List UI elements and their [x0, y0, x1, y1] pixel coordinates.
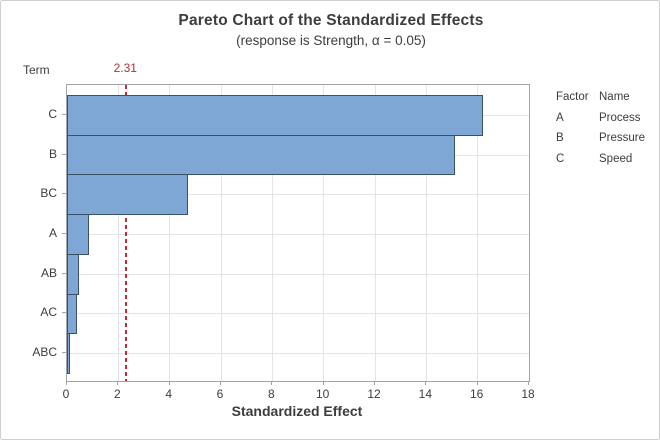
legend-header-name: Name: [599, 91, 630, 104]
legend-header: Factor Name: [556, 87, 645, 108]
x-tick-label: 18: [521, 387, 535, 401]
legend-name: Process: [599, 111, 641, 124]
legend: Factor Name A Process B Pressure C Speed: [556, 87, 645, 169]
gridline-vertical: [323, 85, 325, 381]
category-label: AC: [40, 305, 57, 320]
y-axis-label: Term: [23, 63, 50, 77]
y-tick: [62, 233, 66, 234]
gridline-horizontal: [67, 353, 529, 355]
category-label: B: [48, 146, 57, 161]
x-tick: [271, 381, 273, 385]
pareto-bar-C: [67, 95, 483, 136]
pareto-bar-B: [67, 134, 455, 176]
y-tick: [62, 312, 66, 314]
gridline-horizontal: [67, 234, 529, 235]
plot-area: [66, 84, 530, 382]
gridline-vertical: [477, 85, 479, 381]
legend-header-factor: Factor: [556, 91, 589, 104]
reference-line: [125, 85, 128, 381]
x-tick: [168, 381, 170, 385]
chart-subtitle: (response is Strength, α = 0.05): [236, 33, 426, 48]
gridline-vertical: [271, 85, 273, 381]
chart-title: Pareto Chart of the Standardized Effects: [178, 12, 484, 29]
x-tick-label: 0: [62, 387, 70, 401]
pareto-bar-AC: [67, 293, 78, 335]
legend-factor: B: [556, 132, 564, 145]
x-tick: [322, 381, 324, 385]
reference-line-label: 2.31: [113, 61, 137, 75]
x-tick-label: 12: [367, 387, 381, 401]
category-label: ABC: [32, 345, 57, 360]
x-tick-label: 14: [418, 387, 432, 401]
pareto-bar-AB: [67, 253, 79, 295]
category-label: A: [48, 226, 57, 240]
pareto-bar-BC: [67, 174, 188, 216]
x-tick: [374, 381, 375, 385]
gridline-vertical: [220, 85, 222, 381]
gridline-vertical: [374, 85, 376, 381]
legend-row: A Process: [556, 108, 645, 129]
pareto-bar-ABC: [67, 333, 70, 374]
y-tick: [62, 153, 66, 155]
legend-name: Pressure: [599, 132, 646, 145]
category-label: BC: [40, 186, 57, 201]
legend-factor: A: [556, 111, 564, 124]
pareto-bar-A: [67, 214, 90, 255]
legend-row: B Pressure: [556, 128, 645, 149]
gridline-horizontal: [67, 313, 529, 315]
gridline-horizontal: [67, 273, 529, 275]
category-label: AB: [40, 265, 57, 280]
x-tick: [425, 381, 427, 385]
legend-name: Speed: [599, 152, 633, 165]
y-tick: [62, 113, 66, 115]
x-tick-label: 2: [113, 387, 121, 401]
x-tick-label: 8: [267, 387, 275, 401]
x-axis-label: Standardized Effect: [231, 403, 363, 419]
gridline-vertical: [117, 85, 119, 381]
legend-factor: C: [556, 152, 565, 165]
gridline-horizontal: [67, 194, 529, 196]
x-tick-label: 4: [165, 387, 172, 401]
y-tick: [62, 272, 66, 274]
x-tick-label: 16: [469, 387, 484, 401]
x-tick: [528, 381, 529, 385]
gridline-vertical: [169, 85, 171, 381]
category-label: C: [48, 106, 57, 121]
x-tick: [66, 381, 67, 385]
x-tick-label: 10: [315, 387, 330, 401]
x-tick: [117, 381, 119, 385]
y-tick: [62, 352, 66, 354]
x-tick: [220, 381, 221, 385]
x-tick-label: 6: [216, 387, 224, 401]
gridline-vertical: [425, 85, 427, 381]
x-tick: [476, 381, 478, 385]
legend-row: C Speed: [556, 149, 645, 170]
y-tick: [62, 193, 66, 195]
